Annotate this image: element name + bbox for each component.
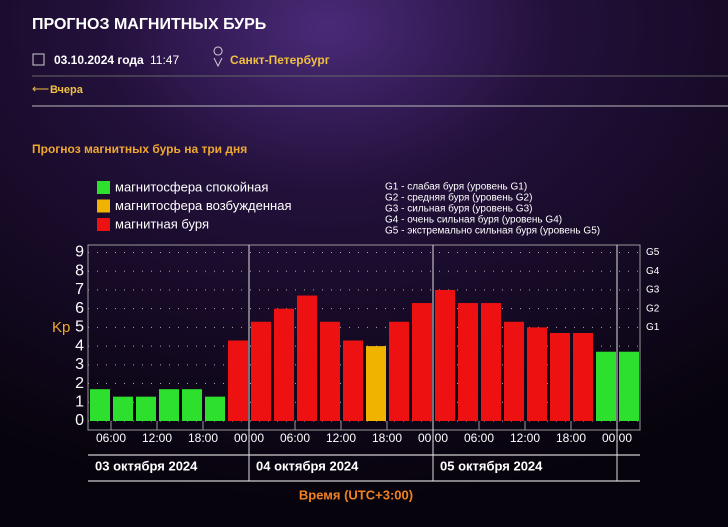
bar	[90, 389, 110, 421]
x-tick-label: 12:00	[142, 431, 172, 445]
bar	[435, 289, 455, 421]
y-tick-label: 0	[75, 412, 84, 429]
storm-level: G2 - средняя буря (уровень G2)	[385, 192, 532, 204]
y-tick-label: 1	[75, 393, 84, 410]
bar	[320, 321, 340, 421]
bar	[366, 346, 386, 421]
storm-level: G4 - очень сильная буря (уровень G4)	[385, 214, 562, 226]
storm-level: G5 - экстремально сильная буря (уровень …	[385, 225, 600, 237]
bar	[251, 321, 271, 421]
y2-tick-label: G2	[646, 303, 660, 314]
y2-tick-label: G1	[646, 322, 660, 333]
x-tick-label: 18:00	[556, 431, 586, 445]
bar	[458, 303, 478, 421]
y-tick-label: 3	[75, 356, 84, 373]
y-axis-label: Kp	[52, 319, 70, 336]
y-tick-label: 9	[75, 244, 84, 261]
day-label: 03 октября 2024	[95, 458, 198, 473]
legend-swatch	[97, 181, 110, 194]
bar	[136, 396, 156, 421]
y2-tick-label: G5	[646, 247, 660, 258]
y-tick-label: 8	[75, 262, 84, 279]
bar	[504, 321, 524, 421]
calendar-icon	[32, 53, 45, 66]
legend-label: магнитосфера возбужденная	[115, 198, 292, 213]
bar	[573, 333, 593, 421]
x-tick-label: 12:00	[510, 431, 540, 445]
storm-level: G1 - слабая буря (уровень G1)	[385, 181, 527, 193]
day-label: 05 октября 2024	[440, 458, 543, 473]
city[interactable]: Санкт-Петербург	[230, 53, 330, 67]
day-label: 04 октября 2024	[256, 458, 359, 473]
bar	[182, 389, 202, 421]
bar	[389, 321, 409, 421]
bar	[481, 303, 501, 421]
bar	[274, 308, 294, 421]
y-tick-label: 6	[75, 300, 84, 317]
y2-tick-label: G3	[646, 285, 660, 296]
bar	[228, 340, 248, 421]
bar	[343, 340, 363, 421]
page-title: ПРОГНОЗ МАГНИТНЫХ БУРЬ	[32, 16, 266, 33]
pin-icon	[213, 46, 223, 68]
back-link[interactable]: Вчера	[50, 84, 84, 96]
legend-swatch	[97, 199, 110, 213]
y-tick-label: 5	[75, 319, 84, 336]
x-tick-label: 18:00	[372, 431, 402, 445]
legend-label: магнитосфера спокойная	[115, 179, 268, 194]
y2-tick-label: G4	[646, 266, 660, 277]
bar	[527, 327, 547, 421]
x-tick-label: 06:00	[96, 431, 126, 445]
x-tick-label: 18:00	[188, 431, 218, 445]
chart-title: Прогноз магнитных бурь на три дня	[32, 142, 247, 156]
bar	[159, 389, 179, 421]
bar	[297, 295, 317, 421]
bar	[596, 351, 616, 421]
bar	[205, 396, 225, 421]
plot-frame	[87, 244, 641, 431]
time: 11:47	[150, 53, 179, 67]
date: 03.10.2024 года	[54, 53, 144, 67]
storm-level: G3 - сильная буря (уровень G3)	[385, 203, 532, 215]
y-tick-label: 7	[75, 281, 84, 298]
x-tick-label: 06:00	[464, 431, 494, 445]
x-axis-label: Время (UTC+3:00)	[299, 487, 413, 502]
bar	[412, 303, 432, 421]
y-tick-label: 2	[75, 375, 84, 392]
x-tick-label: 06:00	[280, 431, 310, 445]
back-arrow[interactable]: ⟵	[32, 82, 49, 96]
x-tick-label: 12:00	[326, 431, 356, 445]
legend-swatch	[97, 218, 110, 231]
y-tick-label: 4	[75, 337, 84, 354]
legend-label: магнитная буря	[115, 216, 209, 231]
bar	[550, 333, 570, 421]
bar	[113, 396, 133, 421]
bar	[619, 351, 639, 421]
